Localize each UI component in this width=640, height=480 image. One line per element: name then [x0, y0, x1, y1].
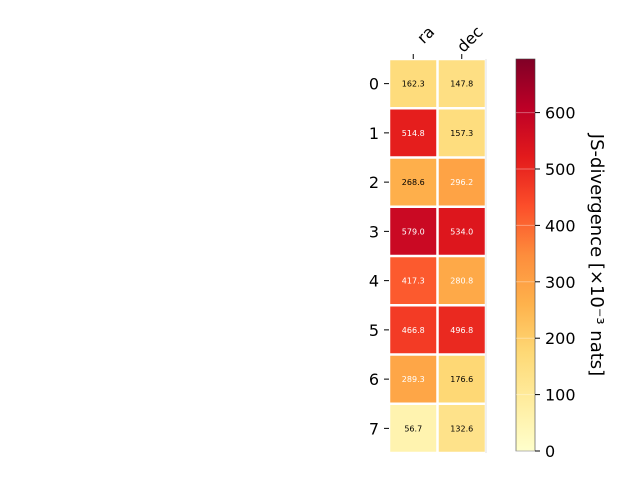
colorbar-tick-label: 200	[545, 329, 576, 348]
column-label: dec	[453, 22, 487, 56]
row-labels: 0 1 2 3 4 5 6 7	[369, 75, 389, 438]
heatmap-cell	[390, 405, 437, 452]
cell-value-label: 56.7	[404, 424, 422, 433]
heatmap-cell	[438, 109, 485, 157]
column-labels: ra dec	[412, 22, 487, 59]
heatmap-cell	[438, 306, 485, 354]
colorbar-tick-label: 300	[545, 273, 576, 292]
heatmap-cell	[438, 405, 485, 452]
heatmap-cell	[390, 60, 437, 107]
heatmap-cell	[438, 355, 485, 403]
heatmap-grid: 162.3 147.8 514.8 157.3 268.6 296.2 579.0 534.0…	[390, 59, 487, 453]
cell-value-label: 534.0	[450, 227, 473, 236]
colorbar-tick-label: 0	[545, 442, 555, 461]
row-label: 1	[369, 124, 379, 143]
heatmap-cell	[390, 306, 437, 354]
cell-value-label: 280.8	[450, 277, 473, 286]
colorbar-tick-label: 400	[545, 216, 576, 235]
cell-value-label: 496.8	[450, 326, 473, 335]
cell-value-label: 176.6	[450, 375, 473, 384]
heatmap-cell	[390, 158, 437, 206]
colorbar: 0 100 200 300 400 500 600	[515, 58, 576, 461]
heatmap-cell	[390, 208, 437, 255]
heatmap-cell	[438, 60, 485, 107]
heatmap-cell	[438, 257, 485, 304]
cell-value-label: 579.0	[402, 227, 425, 236]
row-label: 3	[369, 222, 379, 241]
column-label: ra	[413, 22, 438, 47]
cell-value-label: 289.3	[402, 375, 425, 384]
colorbar-tick-label: 600	[545, 104, 576, 123]
cell-value-label: 147.8	[450, 80, 473, 89]
cell-value-label: 157.3	[450, 129, 473, 138]
row-label: 0	[369, 75, 379, 94]
cell-value-label: 268.6	[402, 178, 425, 187]
colorbar-tick-label: 500	[545, 160, 576, 179]
heatmap-cell	[390, 355, 437, 403]
row-label: 7	[369, 419, 379, 438]
cell-value-label: 466.8	[402, 326, 425, 335]
row-label: 2	[369, 173, 379, 192]
colorbar-label: JS-divergence [×10⁻³ nats]	[586, 133, 607, 376]
cell-value-label: 296.2	[450, 178, 473, 187]
row-label: 6	[369, 370, 379, 389]
heatmap-cell	[390, 257, 437, 304]
heatmap-cell	[438, 208, 485, 255]
cell-value-label: 417.3	[402, 277, 425, 286]
colorbar-tick-label: 100	[545, 386, 576, 405]
colorbar-gradient	[515, 58, 536, 452]
cell-value-label: 132.6	[450, 424, 473, 433]
row-label: 4	[369, 272, 379, 291]
cell-value-label: 514.8	[402, 129, 425, 138]
row-label: 5	[369, 321, 379, 340]
heatmap-cell	[390, 109, 437, 157]
cell-value-label: 162.3	[402, 80, 425, 89]
heatmap-cell	[438, 158, 485, 206]
